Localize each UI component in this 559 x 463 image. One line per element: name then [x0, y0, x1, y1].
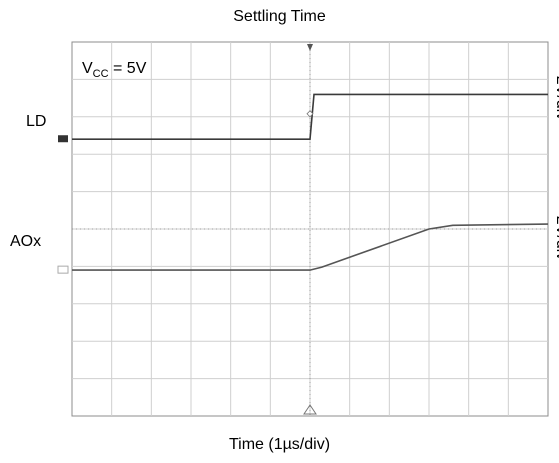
cursor-marker	[306, 110, 314, 118]
x-axis-label: Time (1µs/div)	[228, 436, 331, 453]
channel-marker-aox	[57, 265, 69, 274]
chart-title: Settling Time	[233, 8, 326, 25]
channel-marker-ld	[58, 135, 68, 143]
vcc-annotation: VCC = 5V	[82, 60, 147, 80]
series-line-aox	[72, 223, 549, 271]
trigger-marker-bottom	[303, 404, 317, 415]
trigger-marker-top	[307, 44, 313, 51]
series-label-ld: LD	[26, 113, 47, 130]
scale-label-2: 2V/div	[553, 216, 559, 260]
series-label-aox: AOx	[10, 233, 42, 250]
series-line-ld	[72, 93, 548, 140]
scale-label-1: 2V/div	[553, 76, 559, 120]
